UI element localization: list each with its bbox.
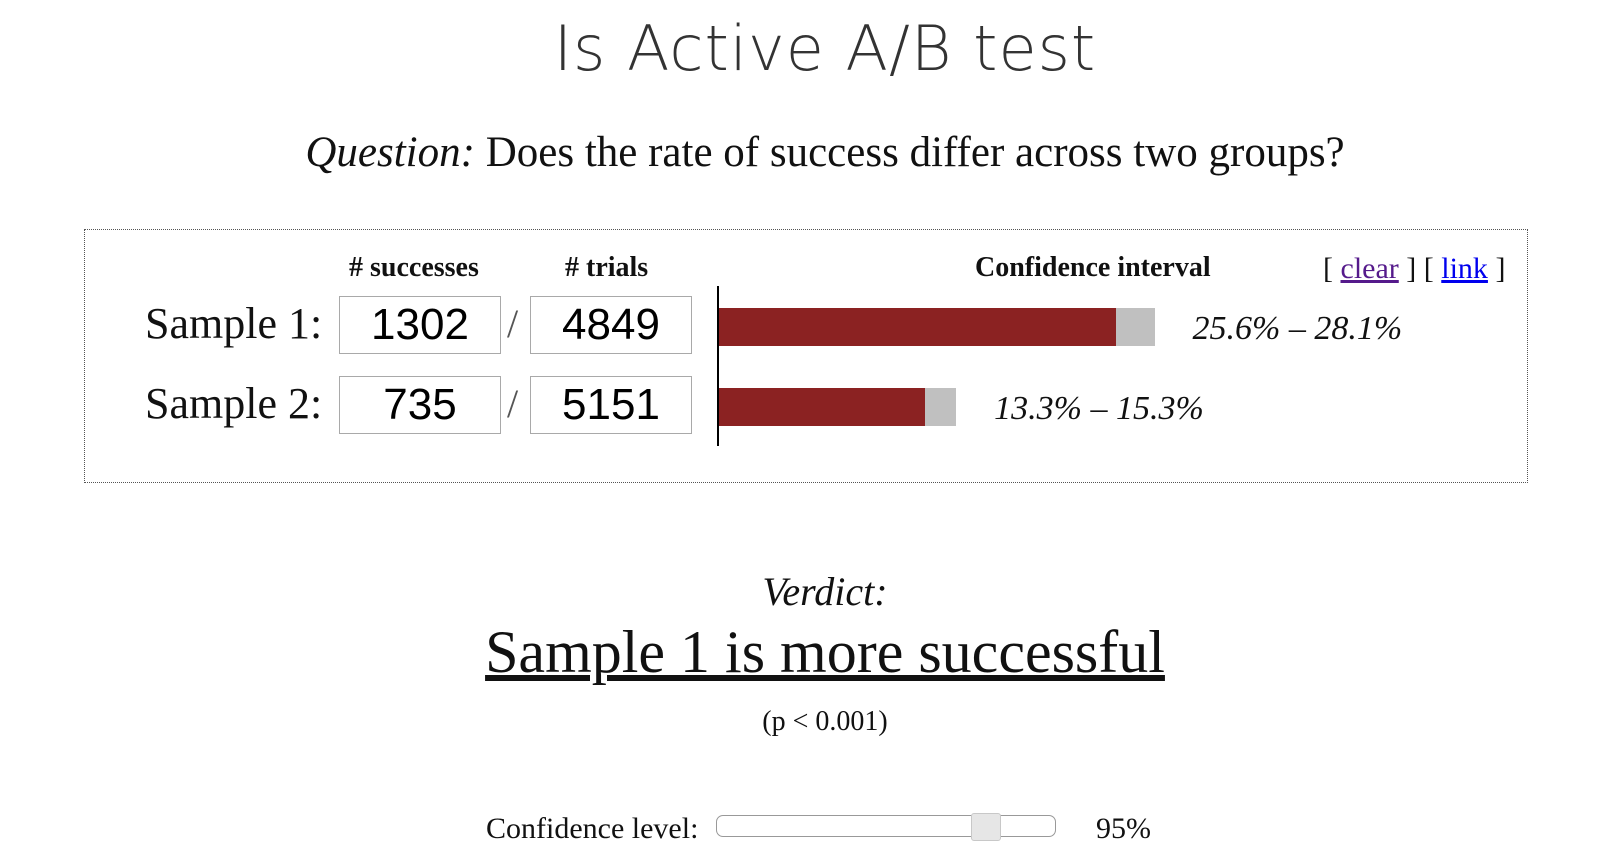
sample-1-ci-bar xyxy=(719,308,1155,346)
confidence-slider[interactable] xyxy=(716,813,1056,841)
sample-1-ci-text: 25.6% – 28.1% xyxy=(1192,310,1403,347)
link-link[interactable]: link xyxy=(1441,252,1488,285)
sample-1-ci-fill xyxy=(719,308,1116,346)
divider-slash: / xyxy=(507,381,519,426)
sample-2-ci-fill xyxy=(719,388,926,426)
divider-slash: / xyxy=(507,301,519,346)
sample-1-trials-input[interactable]: 4849 xyxy=(530,296,692,354)
trials-header: # trials xyxy=(565,252,649,283)
sample-1-label: Sample 1: xyxy=(145,299,323,348)
verdict-label: Verdict: xyxy=(762,569,888,614)
sample-2-successes-input[interactable]: 735 xyxy=(339,376,501,434)
p-value: (p < 0.001) xyxy=(762,706,888,737)
page-title: Is Active A/B test xyxy=(553,12,1097,85)
sample-2-label: Sample 2: xyxy=(145,379,323,428)
input-panel: # successes # trials Confidence interval… xyxy=(84,229,1528,483)
confidence-slider-thumb[interactable] xyxy=(970,813,1001,841)
sample-1-successes-input[interactable]: 1302 xyxy=(339,296,501,354)
question: Question: Does the rate of success diffe… xyxy=(0,128,1612,177)
ci-axis-line xyxy=(717,286,719,446)
confidence-level-value: 95% xyxy=(1096,812,1151,845)
question-label: Question: xyxy=(305,129,475,176)
confidence-interval-header: Confidence interval xyxy=(975,252,1211,283)
clear-link[interactable]: clear xyxy=(1340,252,1399,285)
question-text: Does the rate of success differ across t… xyxy=(474,129,1345,176)
successes-header: # successes xyxy=(349,252,479,283)
sample-2-ci-bar xyxy=(719,388,957,426)
verdict-text: Sample 1 is more successful xyxy=(485,619,1165,685)
sample-2-trials-input[interactable]: 5151 xyxy=(530,376,692,434)
panel-links: [ clear ] [ link ] xyxy=(1323,252,1506,285)
sample-2-ci-text: 13.3% – 15.3% xyxy=(994,390,1204,427)
confidence-level-label: Confidence level: xyxy=(486,812,699,845)
